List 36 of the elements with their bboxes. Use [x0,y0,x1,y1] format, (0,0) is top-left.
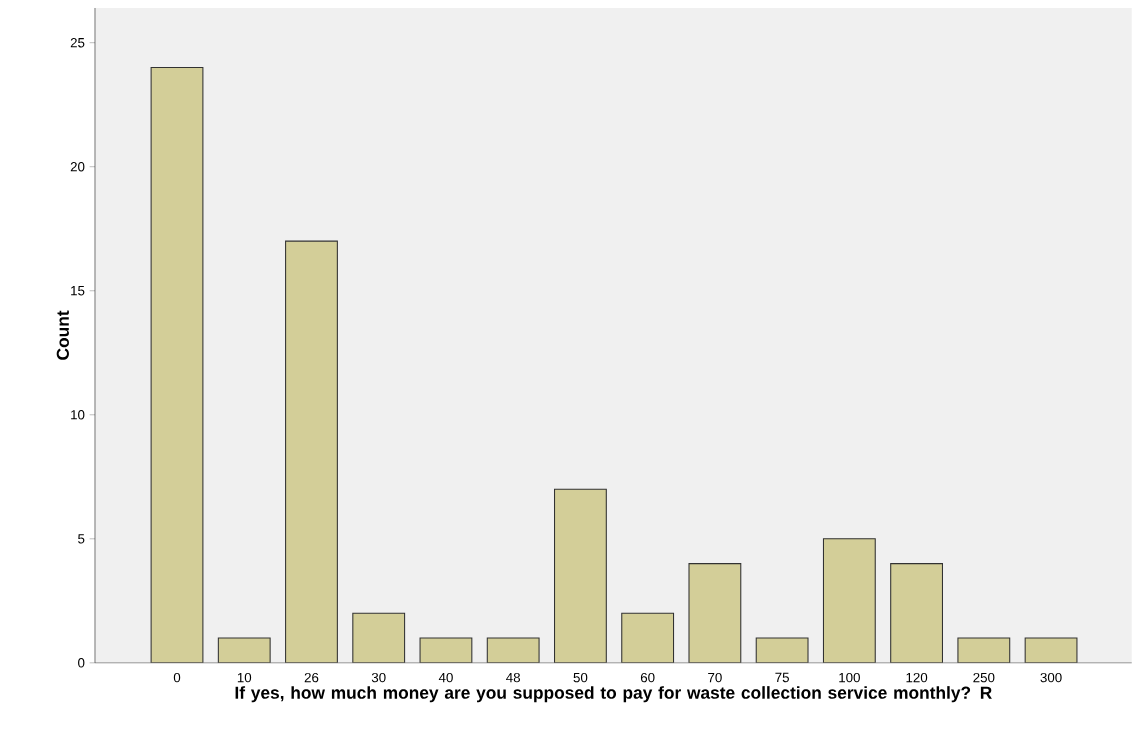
x-tick-label: 100 [839,672,860,683]
y-tick-label: 15 [71,286,85,296]
x-tick-label: 26 [304,672,319,683]
x-tick-label: 60 [640,672,655,683]
y-tick-label: 0 [78,658,85,668]
bar [486,637,540,663]
x-tick-label: 250 [973,672,995,683]
bar [419,637,473,663]
bar [150,67,204,663]
x-tick-label: 0 [173,672,181,683]
bar [1024,637,1078,663]
bar [217,637,271,663]
y-tick-label: 25 [70,38,85,48]
y-tick-label: 5 [78,534,85,544]
bar [822,538,876,663]
x-tick-label: 48 [506,672,521,683]
y-axis-title: Count [56,310,69,360]
bar [688,563,742,663]
x-tick-label: 40 [438,672,453,683]
x-tick-label: 70 [708,672,722,683]
x-tick-label: 120 [906,672,928,683]
x-tick-label: 300 [1040,672,1062,683]
bar [352,612,406,663]
x-tick-label: 75 [775,672,789,683]
x-tick-label: 10 [237,672,252,683]
bar [553,488,607,663]
y-tick-label: 10 [71,410,85,420]
x-tick-label: 30 [371,672,386,683]
y-tick-label: 20 [70,162,85,172]
x-axis-title: If yes, how much money are you supposed to pay for waste collection service monthly? R [235,686,992,703]
bar [285,240,338,663]
bar [890,563,944,663]
bar [755,637,809,663]
bar [957,637,1011,663]
x-tick-label: 50 [573,672,588,683]
bar [621,612,675,663]
